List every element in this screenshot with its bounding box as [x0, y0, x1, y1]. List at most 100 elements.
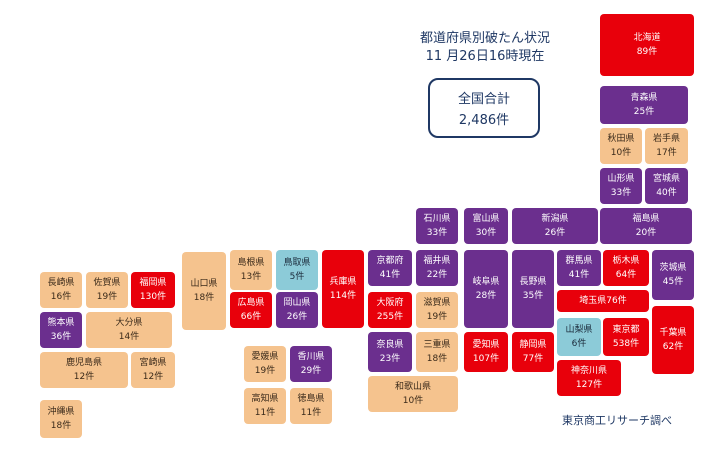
prefecture-name: 長崎県 — [47, 278, 75, 288]
prefecture-tile: 三重県 18件 — [416, 332, 458, 372]
prefecture-name: 青森県 — [630, 93, 658, 103]
prefecture-tile: 山口県 18件 — [182, 252, 226, 330]
prefecture-tile: 愛媛県 19件 — [244, 346, 286, 382]
prefecture-name: 鳥取県 — [283, 258, 311, 268]
title-line-2: 11 月26日16時現在 — [425, 49, 545, 64]
prefecture-count: 19件 — [254, 366, 276, 376]
prefecture-name: 千葉県 — [659, 328, 687, 338]
prefecture-name: 佐賀県 — [93, 278, 121, 288]
prefecture-name: 栃木県 — [612, 256, 640, 266]
prefecture-tile: 滋賀県 19件 — [416, 292, 458, 328]
prefecture-tile: 青森県 25件 — [600, 86, 688, 124]
prefecture-count: 107件 — [472, 354, 500, 364]
prefecture-name: 山形県 — [607, 174, 635, 184]
prefecture-name: 京都府 — [376, 256, 404, 266]
prefecture-count: 130件 — [139, 292, 167, 302]
prefecture-count: 10件 — [402, 396, 424, 406]
prefecture-tile: 広島県 66件 — [230, 292, 272, 328]
prefecture-count: 35件 — [522, 291, 544, 301]
prefecture-count: 26件 — [544, 228, 566, 238]
prefecture-count: 10件 — [610, 148, 632, 158]
prefecture-count: 13件 — [240, 272, 262, 282]
prefecture-tile: 石川県 33件 — [416, 208, 458, 244]
prefecture-tile: 埼玉県 76件 — [557, 290, 649, 312]
prefecture-count: 30件 — [475, 228, 497, 238]
prefecture-name: 岐阜県 — [472, 277, 500, 287]
prefecture-count: 18件 — [50, 421, 72, 431]
prefecture-count: 66件 — [240, 312, 262, 322]
prefecture-name: 福岡県 — [139, 278, 167, 288]
prefecture-tile: 兵庫県 114件 — [322, 250, 364, 328]
prefecture-name: 鹿児島県 — [65, 358, 102, 368]
map-title: 都道府県別破たん状況 11 月26日16時現在 — [380, 30, 590, 66]
prefecture-tile: 大分県 14件 — [86, 312, 172, 348]
prefecture-name: 福井県 — [423, 256, 451, 266]
prefecture-tile: 福井県 22件 — [416, 250, 458, 286]
prefecture-name: 兵庫県 — [329, 277, 357, 287]
prefecture-tile: 千葉県 62件 — [652, 306, 694, 374]
prefecture-name: 東京都 — [612, 325, 640, 335]
prefecture-tile: 宮崎県 12件 — [131, 352, 175, 388]
prefecture-count: 89件 — [636, 47, 658, 57]
prefecture-count: 18件 — [426, 354, 448, 364]
prefecture-name: 三重県 — [423, 340, 451, 350]
prefecture-count: 64件 — [615, 270, 637, 280]
prefecture-count: 62件 — [662, 342, 684, 352]
prefecture-count: 6件 — [571, 339, 587, 349]
prefecture-count: 77件 — [522, 354, 544, 364]
prefecture-count: 114件 — [329, 291, 357, 301]
prefecture-tile: 和歌山県 10件 — [368, 376, 458, 412]
prefecture-name: 秋田県 — [607, 134, 635, 144]
prefecture-name: 香川県 — [297, 352, 325, 362]
prefecture-name: 新潟県 — [541, 214, 569, 224]
national-total-value: 2,486件 — [458, 113, 510, 128]
prefecture-name: 茨城県 — [659, 263, 687, 273]
prefecture-name: 埼玉県 — [579, 296, 607, 306]
prefecture-count: 20件 — [635, 228, 657, 238]
prefecture-count: 538件 — [612, 339, 640, 349]
prefecture-name: 宮城県 — [652, 174, 680, 184]
prefecture-tile: 神奈川県 127件 — [557, 360, 621, 396]
prefecture-tile: 長野県 35件 — [512, 250, 554, 328]
prefecture-tile: 愛知県 107件 — [464, 332, 508, 372]
prefecture-count: 41件 — [568, 270, 590, 280]
prefecture-tile: 京都府 41件 — [368, 250, 412, 286]
prefecture-name: 広島県 — [237, 298, 265, 308]
prefecture-tile: 宮城県 40件 — [645, 168, 688, 204]
prefecture-count: 76件 — [606, 296, 627, 306]
prefecture-count: 12件 — [73, 372, 95, 382]
prefecture-name: 滋賀県 — [423, 298, 451, 308]
prefecture-tile: 岐阜県 28件 — [464, 250, 508, 328]
source-credit: 東京商工リサーチ調べ — [562, 414, 672, 427]
prefecture-name: 富山県 — [472, 214, 500, 224]
prefecture-name: 大分県 — [115, 318, 143, 328]
prefecture-name: 山口県 — [190, 279, 218, 289]
prefecture-tile: 佐賀県 19件 — [86, 272, 128, 308]
prefecture-tile: 徳島県 11件 — [290, 388, 332, 424]
prefecture-count: 11件 — [254, 408, 276, 418]
prefecture-tile: 茨城県 45件 — [652, 250, 694, 300]
prefecture-count: 36件 — [50, 332, 72, 342]
prefecture-count: 23件 — [379, 354, 401, 364]
prefecture-name: 沖縄県 — [47, 407, 75, 417]
prefecture-name: 奈良県 — [376, 340, 404, 350]
prefecture-count: 11件 — [300, 408, 322, 418]
prefecture-count: 22件 — [426, 270, 448, 280]
prefecture-tile: 香川県 29件 — [290, 346, 332, 382]
prefecture-count: 17件 — [656, 148, 677, 158]
prefecture-tile: 岡山県 26件 — [276, 292, 318, 328]
prefecture-name: 愛知県 — [472, 340, 500, 350]
prefecture-tile: 山形県 33件 — [600, 168, 642, 204]
prefecture-name: 岩手県 — [652, 134, 680, 144]
prefecture-count: 14件 — [118, 332, 140, 342]
prefecture-tile: 栃木県 64件 — [603, 250, 649, 286]
prefecture-count: 26件 — [286, 312, 308, 322]
prefecture-name: 徳島県 — [297, 394, 325, 404]
prefecture-tile: 秋田県 10件 — [600, 128, 642, 164]
prefecture-tile: 福岡県 130件 — [131, 272, 175, 308]
prefecture-tile: 新潟県 26件 — [512, 208, 598, 244]
prefecture-tile: 群馬県 41件 — [557, 250, 601, 286]
prefecture-tile: 島根県 13件 — [230, 250, 272, 290]
prefecture-name: 長野県 — [519, 277, 547, 287]
